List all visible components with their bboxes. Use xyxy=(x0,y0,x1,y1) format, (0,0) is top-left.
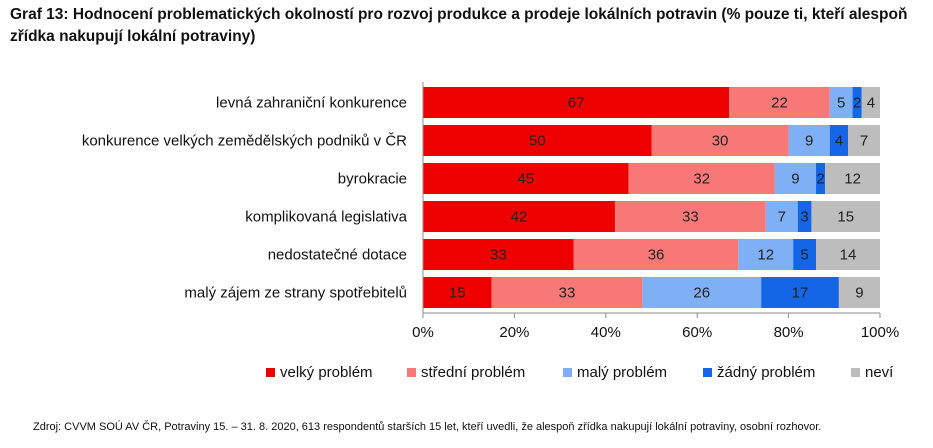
legend-swatch xyxy=(266,368,275,377)
x-tick-label: 40% xyxy=(591,324,621,341)
data-label: 7 xyxy=(860,133,868,150)
bar-segment xyxy=(825,163,880,194)
category-label: byrokracie xyxy=(338,171,407,188)
legend-item: malý problém xyxy=(563,364,667,381)
legend-item: střední problém xyxy=(407,364,525,381)
bar-segment xyxy=(628,163,775,194)
legend-swatch xyxy=(407,368,416,377)
bar-segment xyxy=(774,163,817,194)
bar-segment xyxy=(848,125,880,156)
legend: velký problém střední problém malý problém… xyxy=(0,364,933,388)
bar-segment xyxy=(788,125,830,156)
source-note: Zdroj: CVVM SOÚ AV ČR, Potraviny 15. – 3… xyxy=(33,421,822,433)
legend-item: velký problém xyxy=(266,364,373,381)
chart-title: Graf 13: Hodnocení problematických okoln… xyxy=(10,6,908,45)
data-label: 33 xyxy=(682,209,699,226)
data-label: 17 xyxy=(792,285,809,302)
bar-segment xyxy=(423,277,492,308)
legend-label: velký problém xyxy=(280,364,373,381)
data-label: 12 xyxy=(844,171,861,188)
category-label: malý zájem ze strany spotřebitelů xyxy=(184,285,407,302)
bar-segment xyxy=(765,201,798,232)
data-label: 50 xyxy=(529,133,546,150)
data-label: 15 xyxy=(837,209,854,226)
x-tick-label: 60% xyxy=(682,324,712,341)
data-label: 33 xyxy=(490,247,507,264)
legend-label: žádný problém xyxy=(717,364,816,381)
bar-segment xyxy=(738,239,794,270)
data-label: 26 xyxy=(693,285,710,302)
bar-segment xyxy=(816,163,826,194)
bar-segment xyxy=(423,163,629,194)
bar-segment xyxy=(861,87,880,118)
bar-segment xyxy=(729,87,830,118)
data-label: 32 xyxy=(693,171,710,188)
bar-segment xyxy=(816,239,880,270)
legend-item: žádný problém xyxy=(703,364,815,381)
bar-segment xyxy=(614,201,766,232)
bar-segment xyxy=(797,201,812,232)
category-label: levná zahraniční konkurence xyxy=(216,95,407,112)
data-label: 33 xyxy=(559,285,576,302)
legend-swatch xyxy=(563,368,572,377)
data-label: 36 xyxy=(648,247,665,264)
stacked-bar-chart: levná zahraniční konkurence 67 22 5 2 4konkur… xyxy=(82,82,899,341)
bar-segment xyxy=(829,87,853,118)
legend-label: neví xyxy=(865,364,894,381)
x-tick-label: 80% xyxy=(774,324,804,341)
data-label: 12 xyxy=(757,247,774,264)
bar-segment xyxy=(651,125,789,156)
category-label: konkurence velkých zemědělských podniků … xyxy=(82,133,407,150)
data-label: 42 xyxy=(511,209,528,226)
bar-segment xyxy=(423,239,574,270)
bar-segment xyxy=(829,125,849,156)
category-label: komplikovaná legislativa xyxy=(245,209,407,226)
legend-item: neví xyxy=(851,364,893,381)
data-label: 67 xyxy=(568,95,585,112)
data-label: 45 xyxy=(517,171,534,188)
bar-segment xyxy=(793,239,817,270)
bar-segment xyxy=(852,87,862,118)
legend-swatch xyxy=(851,368,860,377)
x-tick-label: 20% xyxy=(499,324,529,341)
x-tick-label: 0% xyxy=(412,324,434,341)
x-tick-label: 100% xyxy=(861,324,899,341)
bar-segment xyxy=(642,277,762,308)
data-label: 15 xyxy=(449,285,466,302)
data-label: 5 xyxy=(800,247,808,264)
bar-segment xyxy=(423,201,615,232)
bar-segment xyxy=(811,201,880,232)
data-label: 14 xyxy=(840,247,857,264)
bar-segment xyxy=(491,277,643,308)
data-label: 4 xyxy=(835,133,843,150)
data-label: 4 xyxy=(867,95,875,112)
legend-label: malý problém xyxy=(577,364,668,381)
data-label: 2 xyxy=(853,95,861,112)
bar-segment xyxy=(761,277,839,308)
legend-swatch xyxy=(703,368,712,377)
bar-segment xyxy=(423,125,652,156)
data-label: 22 xyxy=(771,95,788,112)
bar-segment xyxy=(423,87,730,118)
bar-segment xyxy=(573,239,739,270)
data-label: 9 xyxy=(791,171,799,188)
data-label: 7 xyxy=(778,209,786,226)
legend-label: střední problém xyxy=(421,364,526,381)
data-label: 2 xyxy=(816,171,824,188)
data-label: 5 xyxy=(837,95,845,112)
data-label: 30 xyxy=(712,133,729,150)
bar-segment xyxy=(838,277,880,308)
category-label: nedostatečné dotace xyxy=(268,247,407,264)
data-label: 9 xyxy=(855,285,863,302)
data-label: 3 xyxy=(800,209,808,226)
data-label: 9 xyxy=(805,133,813,150)
